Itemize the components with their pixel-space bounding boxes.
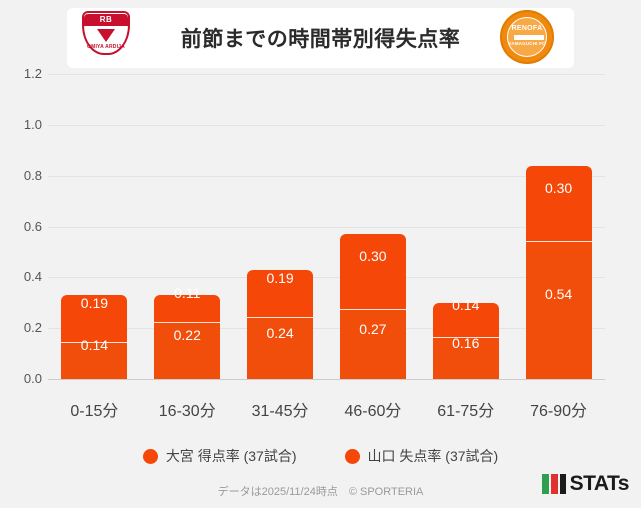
brand-text: STATs	[569, 472, 630, 495]
bar-segment-lower[interactable]	[61, 343, 128, 379]
legend-item[interactable]: 大宮 得点率 (37試合)	[142, 446, 297, 466]
segment-divider	[154, 322, 221, 324]
bar-value-label-lower: 0.54	[544, 286, 573, 303]
crest-bottom-text: OMIYA ARDIJA	[87, 44, 125, 50]
legend-color-dot	[344, 448, 360, 464]
header-card: 前節までの時間帯別得失点率	[67, 8, 574, 68]
segment-divider	[432, 337, 499, 339]
segment-divider	[525, 240, 592, 242]
y-axis-tick-label: 0.4	[23, 269, 42, 285]
page-title: 前節までの時間帯別得失点率	[180, 28, 461, 51]
gridline	[48, 175, 605, 177]
x-axis-label: 0-15分	[70, 403, 119, 420]
y-axis-tick-label: 0.2	[23, 320, 42, 336]
x-axis-label: 61-75分	[437, 403, 495, 420]
bar-value-label-upper: 0.11	[174, 285, 201, 302]
data-source-note: データは2025/11/24時点 © SPORTERIA	[217, 486, 424, 498]
circle-crest-icon: RENOFA YAMAGUCHI FC	[500, 10, 554, 64]
y-axis-tick-label: 0.6	[23, 218, 42, 234]
bar-segment-lower[interactable]	[154, 323, 221, 379]
bar-value-label-upper: 0.19	[266, 269, 294, 286]
bar-segment-lower[interactable]	[525, 241, 592, 379]
crest-stripe	[514, 35, 544, 40]
crest-top-text: RENOFA	[511, 25, 543, 32]
bar-value-label-upper: 0.30	[359, 248, 387, 265]
stats-brand: STATs	[541, 472, 630, 496]
legend-label: 山口 失点率 (37試合)	[367, 448, 499, 464]
x-axis-label: 31-45分	[251, 403, 309, 420]
bar-value-label-upper: 0.30	[544, 179, 573, 196]
bar-series: 0.14 0.19 0.22 0.11 0.24 0.19 0.27 0.30 0.16 0.14…	[48, 74, 605, 379]
y-axis-tick-label: 0.8	[23, 167, 42, 183]
bar-group[interactable]: 0.22 0.11	[154, 285, 221, 379]
segment-divider	[61, 342, 128, 344]
x-axis-label: 46-60分	[344, 403, 402, 420]
segment-divider	[339, 309, 406, 311]
shield-icon: RB OMIYA ARDIJA	[80, 11, 132, 65]
x-axis-label: 76-90分	[530, 403, 588, 420]
x-axis-label: 16-30分	[158, 403, 216, 420]
bar-group[interactable]: 0.16 0.14	[432, 297, 499, 379]
bar-group[interactable]: 0.14 0.19	[61, 295, 128, 379]
rb-omiya-crest: RB OMIYA ARDIJA	[78, 10, 134, 66]
bar-group[interactable]: 0.27 0.30	[339, 234, 406, 379]
gridline	[48, 226, 605, 228]
gridline	[48, 328, 605, 330]
legend-color-dot	[142, 448, 158, 464]
bar-segment-lower[interactable]	[247, 318, 314, 379]
y-axis-tick-label: 0.0	[23, 371, 42, 386]
bull-icon	[86, 27, 126, 44]
gridline	[48, 277, 605, 279]
bar-group[interactable]: 0.24 0.19	[247, 269, 314, 379]
bar-value-label-lower: 0.16	[452, 334, 480, 351]
segment-divider	[247, 317, 314, 318]
bar-segment-lower[interactable]	[432, 338, 499, 379]
brand-mark-icon	[541, 474, 566, 494]
bar-group[interactable]: 0.54 0.30	[525, 165, 592, 379]
bar-value-label-upper: 0.19	[80, 295, 109, 312]
bar-value-label-lower: 0.14	[80, 337, 109, 354]
bar-value-label-lower: 0.24	[266, 324, 294, 341]
gridline	[48, 124, 605, 126]
y-axis-tick-label: 1.2	[23, 66, 42, 81]
crest-top-text: RB	[84, 14, 128, 26]
bar-value-label-lower: 0.27	[359, 320, 387, 337]
y-axis-tick-label: 1.0	[23, 116, 42, 132]
axis-baseline	[48, 379, 605, 380]
chart-plot-area: 0.0 0.2 0.4 0.6 0.8 1.0 1.2 0.14 0.19 0.22 0.11 0.…	[0, 66, 641, 420]
crest-bottom-text: YAMAGUCHI FC	[508, 41, 546, 46]
renofa-yamaguchi-crest: RENOFA YAMAGUCHI FC	[500, 10, 556, 66]
bar-value-label-lower: 0.22	[173, 327, 201, 344]
bar-segment-lower[interactable]	[339, 310, 406, 379]
bar-value-label-upper: 0.14	[452, 296, 480, 313]
legend-item[interactable]: 山口 失点率 (37試合)	[344, 446, 499, 466]
legend-label: 大宮 得点率 (37試合)	[165, 448, 297, 464]
gridline	[48, 74, 605, 75]
chart-legend: 大宮 得点率 (37試合) 山口 失点率 (37試合)	[0, 446, 641, 466]
